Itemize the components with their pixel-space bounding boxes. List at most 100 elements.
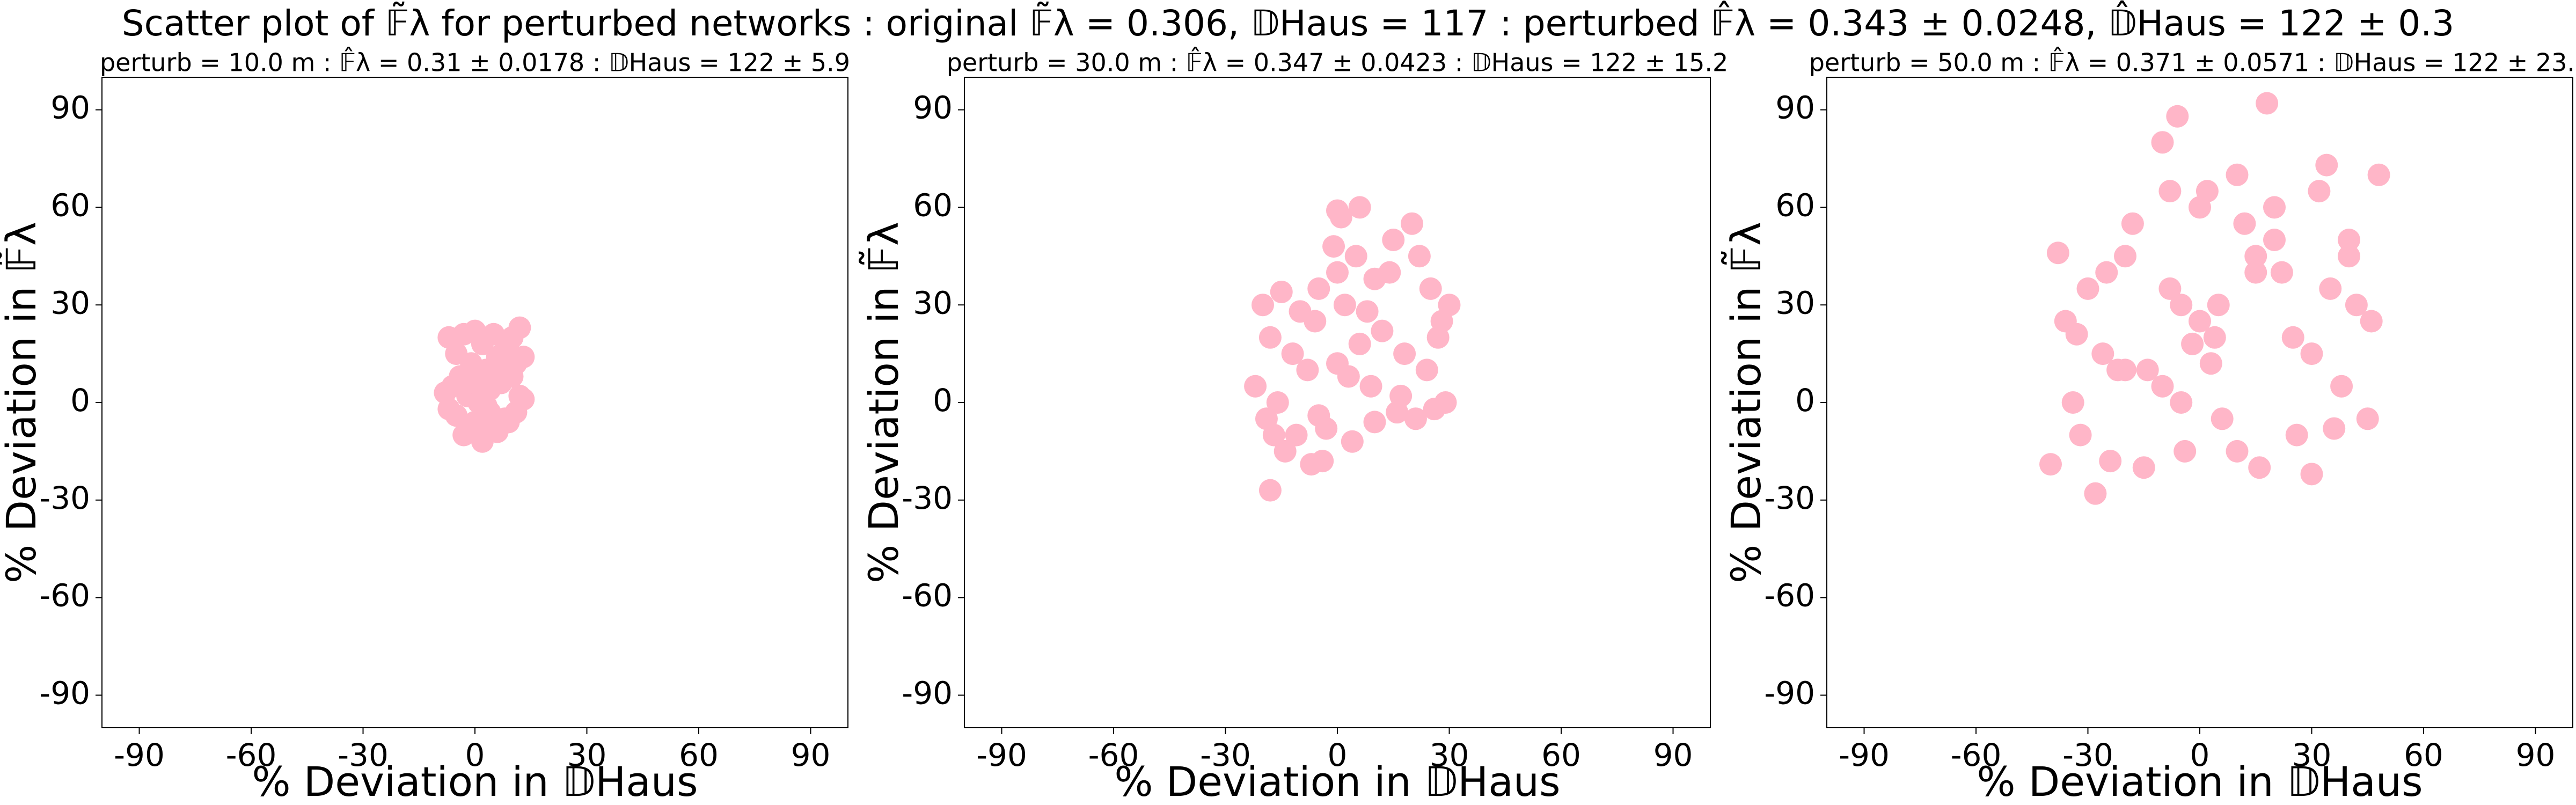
scatter-point xyxy=(2069,423,2092,447)
scatter-point xyxy=(2360,310,2383,333)
y-tick-label: -90 xyxy=(39,675,90,712)
y-tick-label: 0 xyxy=(70,382,90,419)
scatter-point xyxy=(2181,332,2204,355)
scatter-point xyxy=(1258,479,1282,502)
scatter-point xyxy=(1244,375,1267,398)
y-tick-label: -30 xyxy=(39,480,90,516)
figure-title: Scatter plot of 𝔽̃λ for perturbed networ… xyxy=(122,0,2454,44)
scatter-point xyxy=(2189,310,2211,333)
scatter-point xyxy=(2170,391,2193,414)
scatter-point xyxy=(1296,358,1319,382)
scatter-point xyxy=(2151,375,2174,398)
scatter-point xyxy=(2132,456,2155,479)
scatter-point xyxy=(2106,358,2129,382)
scatter-point xyxy=(1337,365,1360,388)
scatter-point xyxy=(2170,294,2193,317)
x-tick-label: 0 xyxy=(1328,737,1348,773)
scatter-point xyxy=(2076,277,2099,300)
scatter-point xyxy=(2285,423,2308,447)
scatter-point xyxy=(2226,440,2249,463)
scatter-point xyxy=(2189,196,2211,219)
scatter-point xyxy=(2233,212,2256,235)
y-tick-label: 30 xyxy=(1775,284,1815,321)
scatter-point xyxy=(2136,358,2159,382)
x-tick-label: 90 xyxy=(791,737,831,773)
scatter-point xyxy=(508,316,531,339)
y-axis-label: % Deviation in 𝔽̃λ xyxy=(1721,222,1770,583)
scatter-point xyxy=(2226,163,2249,186)
y-tick-label: -60 xyxy=(902,577,953,614)
x-tick-label: -30 xyxy=(2062,737,2113,773)
scatter-point xyxy=(2054,310,2077,333)
scatter-point xyxy=(2158,277,2182,300)
y-tick-label: -90 xyxy=(1764,675,1815,712)
scatter-point xyxy=(2338,229,2360,251)
scatter-point xyxy=(1378,261,1401,284)
scatter-point xyxy=(1322,235,1345,258)
plot-frame xyxy=(964,77,1711,728)
scatter-point xyxy=(1344,245,1367,268)
scatter-point xyxy=(2207,294,2230,317)
y-tick-label: 30 xyxy=(50,284,90,321)
scatter-point xyxy=(1329,206,1352,229)
scatter-point xyxy=(1401,212,1423,235)
scatter-point xyxy=(1252,294,1274,317)
scatter-point xyxy=(2174,440,2197,463)
x-tick-label: 30 xyxy=(1430,737,1469,773)
scatter-point xyxy=(1419,277,1442,300)
x-tick-label: 90 xyxy=(2516,737,2556,773)
y-axis-label: % Deviation in 𝔽̃λ xyxy=(858,222,908,583)
x-tick-label: -60 xyxy=(1088,737,1139,773)
y-tick-label: 60 xyxy=(50,187,90,224)
scatter-point xyxy=(1274,440,1297,463)
subplot-title: perturb = 30.0 m : 𝔽̂λ = 0.347 ± 0.0423 … xyxy=(947,46,1729,77)
scatter-point xyxy=(1371,319,1394,342)
x-tick-label: 60 xyxy=(2404,737,2443,773)
scatter-point xyxy=(474,394,497,418)
scatter-point xyxy=(1348,196,1371,219)
scatter-point xyxy=(1438,294,1461,317)
x-tick-label: -90 xyxy=(114,737,165,773)
scatter-point xyxy=(497,411,520,434)
x-tick-label: 30 xyxy=(567,737,607,773)
x-tick-label: 90 xyxy=(1653,737,1693,773)
plot-frame xyxy=(1826,77,2573,728)
scatter-point xyxy=(2367,163,2390,186)
scatter-point xyxy=(1348,332,1371,355)
scatter-point xyxy=(2345,294,2368,317)
scatter-point xyxy=(1415,358,1438,382)
scatter-point xyxy=(512,387,535,411)
scatter-point xyxy=(2199,352,2222,375)
y-tick-label: -30 xyxy=(1764,480,1815,516)
scatter-point xyxy=(2270,261,2293,284)
x-axis-label: % Deviation in 𝔻Haus xyxy=(1114,758,1560,805)
x-tick-label: -60 xyxy=(1951,737,2002,773)
scatter-point xyxy=(2356,407,2379,430)
scatter-point xyxy=(2319,277,2342,300)
scatter-point xyxy=(2095,261,2118,284)
scatter-point xyxy=(1266,391,1289,414)
y-tick-label: -90 xyxy=(902,675,953,712)
scatter-point xyxy=(2166,105,2189,128)
y-tick-label: -60 xyxy=(39,577,90,614)
subplot-title: perturb = 50.0 m : 𝔽̂λ = 0.371 ± 0.0571 … xyxy=(1809,46,2576,77)
scatter-point xyxy=(2244,261,2267,284)
scatter-point xyxy=(2263,229,2286,251)
scatter-point xyxy=(1281,342,1304,365)
x-tick-label: 60 xyxy=(1541,737,1581,773)
scatter-point xyxy=(2121,212,2144,235)
scatter-point xyxy=(1356,300,1379,323)
plot-frame xyxy=(101,77,848,728)
scatter-point xyxy=(2046,241,2069,265)
y-tick-label: 30 xyxy=(913,284,953,321)
scatter-point xyxy=(437,398,460,421)
scatter-point xyxy=(1262,423,1285,447)
scatter-point xyxy=(1393,342,1416,365)
scatter-point xyxy=(2256,92,2279,115)
scatter-point xyxy=(2158,180,2182,203)
x-tick-label: -90 xyxy=(1839,737,1890,773)
y-tick-label: 90 xyxy=(50,90,90,126)
subplot-title: perturb = 10.0 m : 𝔽̂λ = 0.31 ± 0.0178 :… xyxy=(100,46,850,77)
y-tick-label: 0 xyxy=(1795,382,1815,419)
